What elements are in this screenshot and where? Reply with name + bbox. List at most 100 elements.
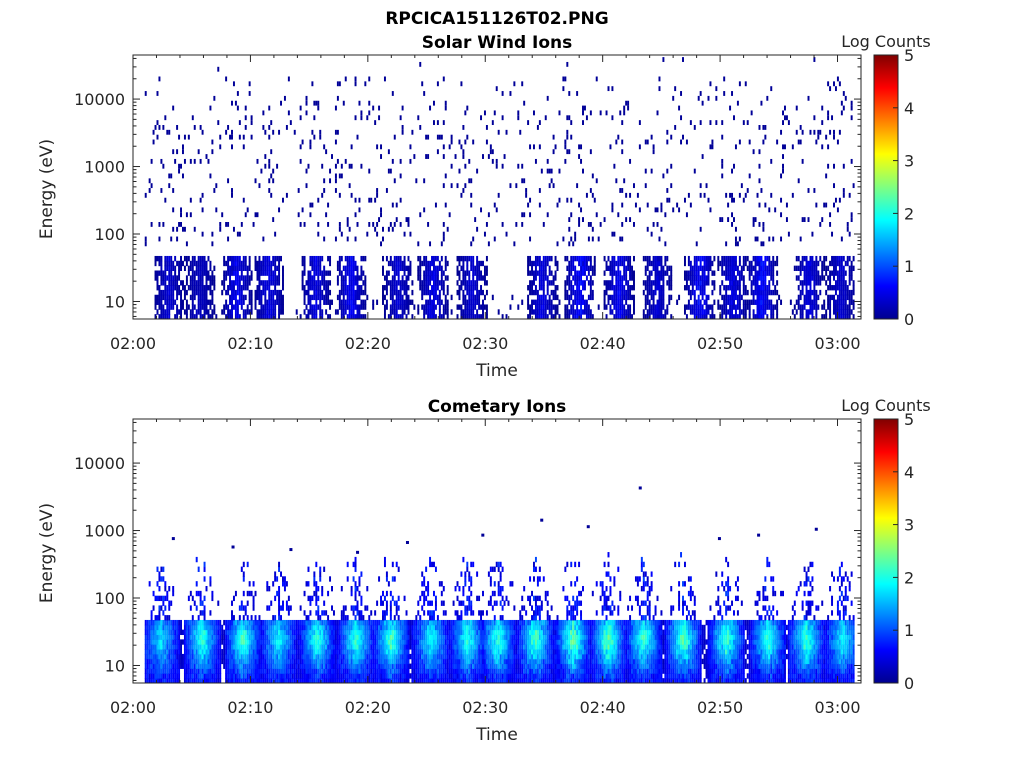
heatmap-cell <box>178 658 181 665</box>
heatmap-cell <box>572 299 575 305</box>
heatmap-cell <box>572 255 575 262</box>
heatmap-cell <box>683 197 686 203</box>
heatmap-cell <box>319 265 322 272</box>
heatmap-cell <box>664 260 667 267</box>
heatmap-cell <box>164 197 167 203</box>
heatmap-cell <box>162 309 165 315</box>
heatmap-cell <box>685 285 688 291</box>
heatmap-cell <box>650 285 653 291</box>
heatmap-cell <box>283 639 286 645</box>
heatmap-cell <box>429 280 432 286</box>
heatmap-cell <box>258 265 261 272</box>
heatmap-cell <box>272 629 275 636</box>
heatmap-cell <box>580 309 583 315</box>
heatmap-cell <box>719 217 722 223</box>
heatmap-cell <box>425 280 428 286</box>
heatmap-cell <box>276 299 279 305</box>
heatmap-cell <box>203 653 206 660</box>
heatmap-cell <box>270 639 273 645</box>
heatmap-cell <box>266 285 269 291</box>
heatmap-cell <box>240 222 243 227</box>
heatmap-cell <box>280 668 283 674</box>
heatmap-cell <box>432 304 435 310</box>
heatmap-cell <box>852 289 855 296</box>
heatmap-cell <box>580 299 583 305</box>
heatmap-cell <box>268 314 271 320</box>
heatmap-cell <box>521 81 524 87</box>
heatmap-cell <box>338 173 341 179</box>
heatmap-cell <box>550 280 553 286</box>
heatmap-cell <box>444 260 447 267</box>
heatmap-cell <box>321 644 324 650</box>
heatmap-cell <box>442 222 445 227</box>
heatmap-cell <box>566 294 569 301</box>
heatmap-cell <box>801 304 804 310</box>
heatmap-cell <box>172 280 175 286</box>
heatmap-cell <box>254 590 257 597</box>
heatmap-cell <box>731 299 734 305</box>
heatmap-cell <box>164 639 167 645</box>
heatmap-cell <box>366 231 369 237</box>
heatmap-cell <box>289 619 292 626</box>
heatmap-cell <box>176 125 179 130</box>
heatmap-cell <box>162 619 165 626</box>
heatmap-cell <box>799 260 802 267</box>
panel-title: Solar Wind Ions <box>422 33 573 53</box>
heatmap-cell <box>432 100 435 106</box>
heatmap-cell <box>423 260 426 267</box>
heatmap-cell <box>364 285 367 291</box>
heatmap-cell <box>168 624 171 631</box>
heatmap-cell <box>627 105 630 111</box>
heatmap-cell <box>172 207 175 213</box>
heatmap-cell <box>566 149 569 155</box>
heatmap-cell <box>209 629 212 636</box>
heatmap-cell <box>648 260 651 267</box>
heatmap-cell <box>546 299 549 305</box>
heatmap-cell <box>836 309 839 315</box>
heatmap-cell <box>723 270 726 276</box>
heatmap-cell <box>346 217 349 223</box>
heatmap-cell <box>321 163 324 169</box>
heatmap-cell <box>760 309 763 315</box>
heatmap-cell <box>623 265 626 272</box>
heatmap-cell <box>146 619 149 626</box>
heatmap-cell <box>158 294 161 301</box>
heatmap-cell <box>546 280 549 286</box>
heatmap-cell <box>529 285 532 291</box>
heatmap-cell <box>260 658 263 665</box>
heatmap-cell <box>427 304 430 310</box>
heatmap-cell <box>223 309 226 315</box>
heatmap-cell <box>199 285 202 291</box>
heatmap-cell <box>362 299 365 305</box>
heatmap-cell <box>360 285 363 291</box>
heatmap-cell <box>282 673 284 679</box>
heatmap-cell <box>166 314 169 320</box>
heatmap-cell <box>317 649 320 655</box>
heatmap-cell <box>289 605 292 611</box>
heatmap-cell <box>260 624 263 631</box>
heatmap-cell <box>703 255 706 262</box>
heatmap-cell <box>199 314 202 320</box>
heatmap-cell <box>395 304 398 310</box>
heatmap-cell <box>731 270 734 276</box>
heatmap-cell <box>172 639 175 645</box>
heatmap-cell <box>172 586 175 592</box>
heatmap-cell <box>615 304 618 310</box>
heatmap-cell <box>270 600 273 606</box>
heatmap-cell <box>729 192 732 198</box>
heatmap-cell <box>623 314 626 320</box>
heatmap-cell <box>168 586 171 592</box>
heatmap-cell <box>160 663 163 669</box>
heatmap-cell <box>438 309 441 315</box>
heatmap-cell <box>274 314 277 320</box>
heatmap-cell <box>315 309 318 315</box>
heatmap-cell <box>203 309 206 315</box>
heatmap-cell <box>840 236 843 242</box>
heatmap-cell <box>297 212 300 218</box>
heatmap-cell <box>338 299 341 305</box>
heatmap-cell <box>227 634 230 640</box>
heatmap-cell <box>166 639 169 645</box>
heatmap-cell <box>225 304 228 310</box>
heatmap-cell <box>809 304 812 310</box>
heatmap-cell <box>382 289 384 296</box>
